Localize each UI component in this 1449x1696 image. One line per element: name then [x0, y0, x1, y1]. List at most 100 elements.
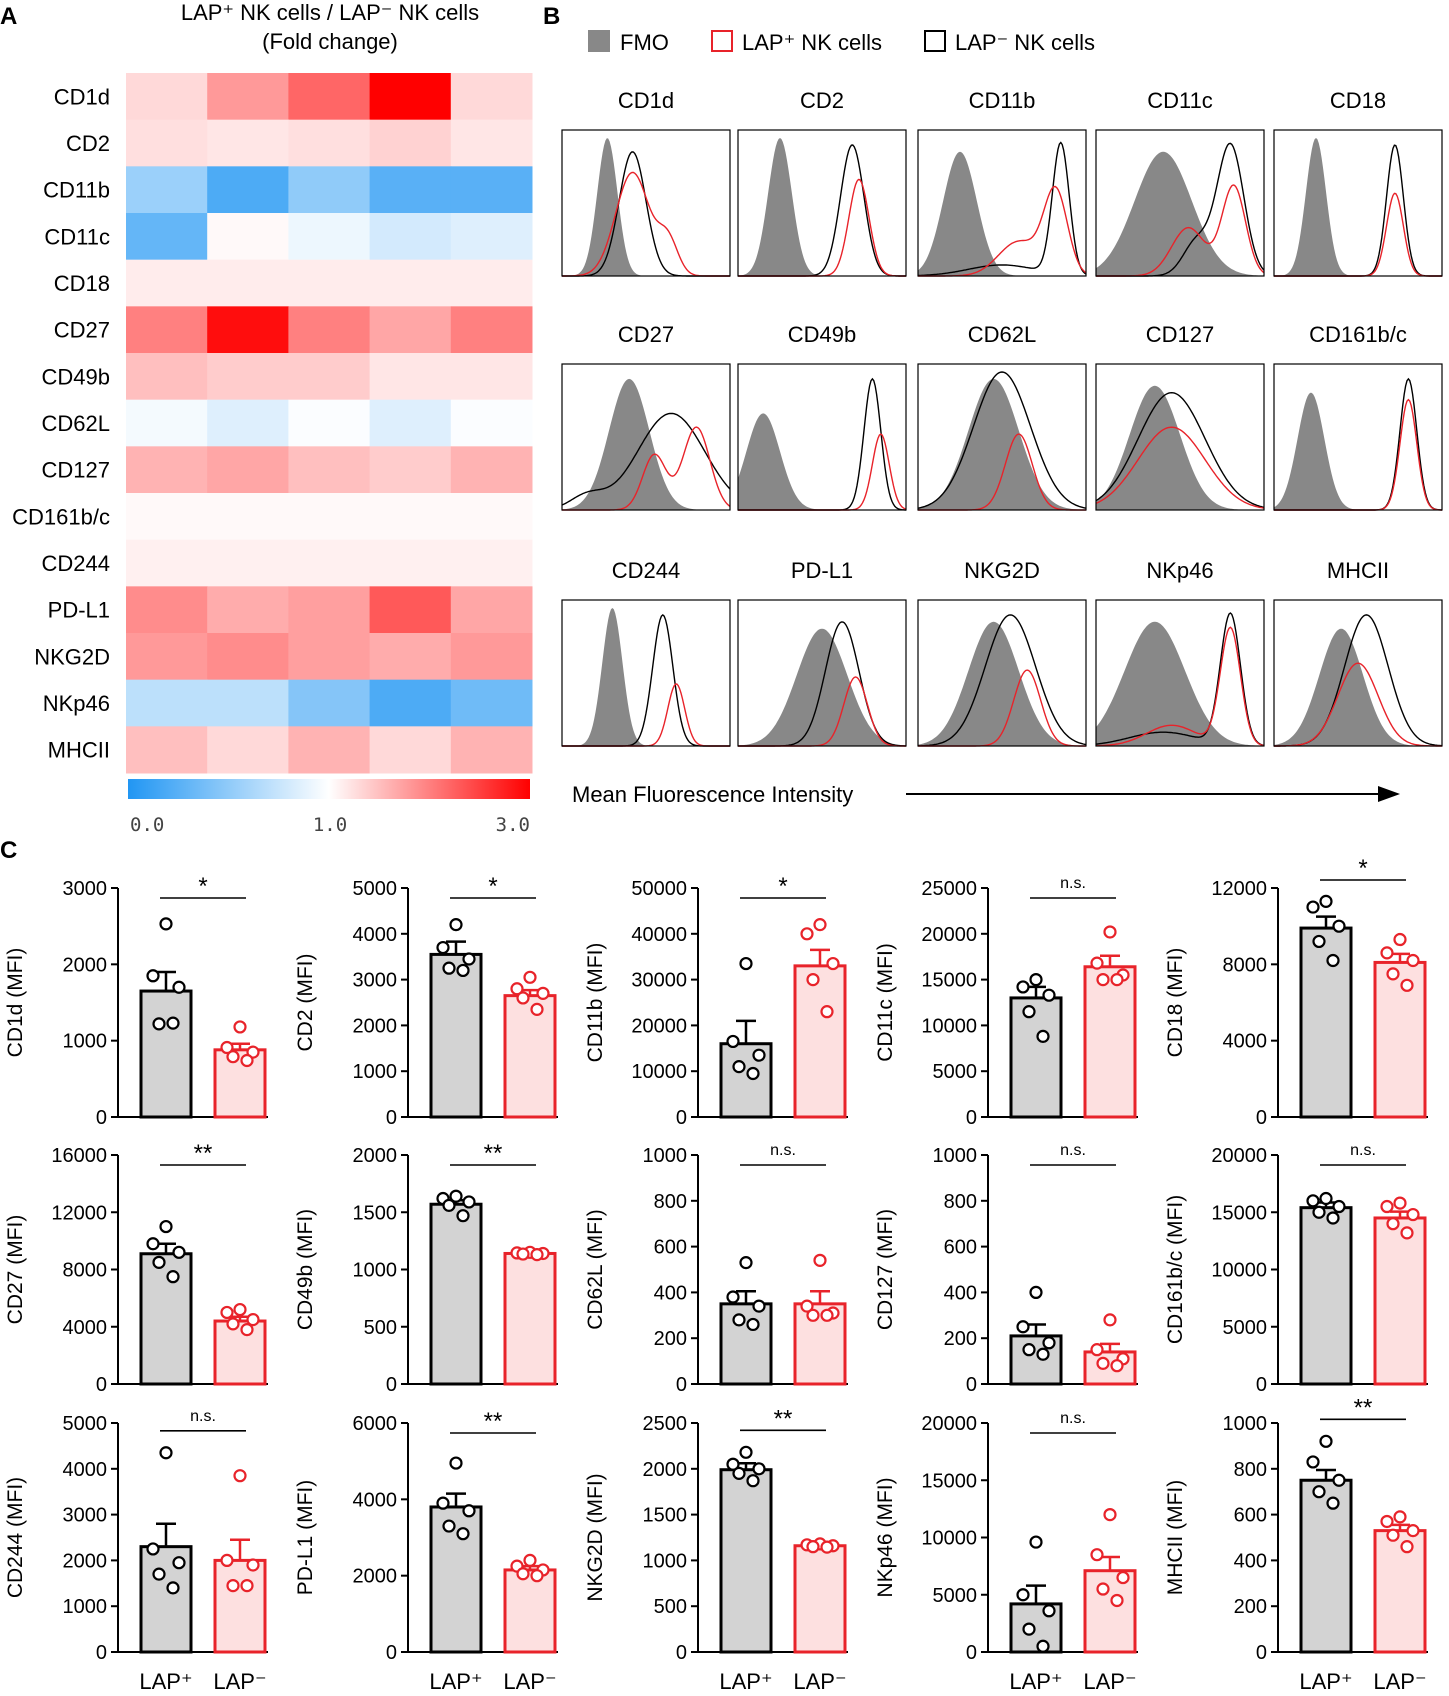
histogram-title-nkg2d: NKG2D: [964, 558, 1040, 583]
y-tick-label-pd-l1-1: 2000: [353, 1566, 398, 1588]
heatmap-row-label-cd27: CD27: [54, 318, 110, 343]
legend-lap-pos-label: LAP⁺ NK cells: [742, 30, 882, 55]
data-point-lap-pos-cd49b-1: [449, 1189, 463, 1203]
histogram-fmo-cd62l: [918, 378, 1086, 510]
histogram-frame-mhcii: [1273, 599, 1443, 747]
heatmap-row-label-pd-l1: PD-L1: [48, 598, 110, 623]
y-tick-label-cd62l-5: 1000: [643, 1145, 688, 1167]
heatmap-cell-cd244-5: [450, 539, 533, 587]
data-point-lap-pos-mhcii-5: [1326, 1496, 1340, 1510]
bar-lap-pos-cd161b-c: [1299, 1206, 1353, 1386]
data-point-lap-pos-cd1d-2: [146, 969, 160, 983]
data-point-lap-pos-cd244-4: [152, 1567, 166, 1581]
data-point-lap-pos-nkg2d-1: [739, 1445, 753, 1459]
histogram-lap-neg-nkg2d: [918, 614, 1087, 747]
data-point-lap-pos-nkp46-5: [1036, 1639, 1050, 1653]
y-tick-label-cd27-2: 8000: [63, 1260, 108, 1282]
heatmap-cell-mhcii-4: [369, 726, 452, 774]
heatmap-cell-cd18-5: [450, 259, 533, 307]
y-tick-label-cd11c-1: 5000: [933, 1061, 978, 1083]
data-point-lap-neg-cd27-2: [220, 1305, 234, 1320]
histogram-fmo-cd127: [1096, 385, 1264, 510]
data-point-lap-neg-pd-l1-1: [523, 1553, 537, 1568]
histogram-frame-pd-l1: [737, 599, 907, 747]
significance-label-cd11b: *: [778, 873, 787, 900]
data-point-lap-pos-cd27-1: [159, 1219, 173, 1234]
y-tick-label-cd11b-2: 20000: [631, 1015, 687, 1037]
histogram-frame-cd62l: [917, 363, 1087, 511]
data-point-lap-pos-nkg2d-3: [752, 1462, 766, 1476]
heatmap-cell-cd11c-2: [207, 213, 289, 261]
significance-label-cd18: *: [1358, 855, 1367, 882]
histogram-fmo-nkg2d: [918, 621, 1086, 746]
y-tick-label-cd127-0: 0: [966, 1374, 977, 1396]
data-point-lap-neg-mhcii-5: [1400, 1540, 1414, 1554]
data-point-lap-pos-cd11b-2: [726, 1034, 740, 1049]
heatmap-cell-cd11b-2: [207, 166, 289, 214]
y-tick-label-cd2-2: 2000: [353, 1015, 398, 1037]
y-tick-label-nkp46-3: 15000: [921, 1470, 977, 1492]
y-tick-label-nkg2d-3: 1500: [643, 1505, 688, 1527]
y-axis-label-cd49b: CD49b (MFI): [294, 1209, 317, 1330]
y-tick-label-cd49b-1: 500: [364, 1317, 397, 1339]
data-point-lap-neg-cd2-4: [516, 991, 530, 1005]
histogram-fmo-cd49b: [738, 413, 906, 510]
colorbar-label-max: 3.0: [496, 814, 530, 836]
data-point-lap-pos-cd244-5: [166, 1581, 180, 1595]
significance-label-cd2: *: [488, 873, 497, 900]
histogram-title-cd11b: CD11b: [969, 88, 1036, 113]
heatmap-cell-mhcii-1: [126, 726, 208, 774]
y-axis-label-pd-l1: PD-L1 (MFI): [294, 1480, 317, 1596]
bar-lap-pos-cd27: [139, 1252, 193, 1386]
y-tick-label-cd49b-2: 1000: [353, 1260, 398, 1282]
data-point-lap-neg-cd11c-1: [1103, 925, 1117, 939]
y-axis-label-cd11c: CD11c (MFI): [874, 943, 897, 1062]
y-tick-label-cd18-2: 8000: [1223, 954, 1268, 976]
data-point-lap-pos-cd49b-4: [442, 1198, 456, 1212]
data-point-lap-pos-pd-l1-2: [436, 1496, 450, 1510]
y-tick-label-cd62l-3: 600: [654, 1237, 687, 1259]
panel-label-b: B: [543, 3, 560, 30]
heatmap-row-label-cd161b-c: CD161b/c: [12, 504, 110, 529]
data-point-lap-neg-cd127-4: [1096, 1356, 1110, 1370]
y-tick-label-cd127-5: 1000: [933, 1145, 978, 1167]
data-point-lap-neg-nkg2d-5: [820, 1540, 834, 1554]
bar-lap-neg-cd244: [213, 1558, 267, 1654]
y-tick-label-cd11b-0: 0: [676, 1107, 687, 1129]
data-point-lap-pos-nkg2d-4: [732, 1466, 746, 1480]
data-point-lap-neg-cd18-4: [1386, 967, 1400, 981]
heatmap-row-label-nkg2d: NKG2D: [34, 644, 110, 669]
heatmap-cell-cd2-4: [369, 119, 452, 167]
heatmap-row-label-cd1d: CD1d: [54, 84, 110, 109]
significance-label-cd161b-c: n.s.: [1350, 1142, 1376, 1159]
heatmap-cell-cd11c-1: [126, 213, 208, 261]
y-tick-label-cd11b-5: 50000: [631, 878, 687, 900]
panel-label-a: A: [0, 3, 17, 30]
histogram-fmo-cd27: [562, 378, 730, 510]
y-tick-label-cd1d-1: 1000: [63, 1031, 108, 1053]
histogram-fmo-cd18: [1274, 138, 1442, 276]
y-tick-label-cd11c-0: 0: [966, 1107, 977, 1129]
y-tick-label-mhcii-2: 400: [1234, 1550, 1267, 1572]
bar-lap-pos-cd2: [429, 952, 483, 1119]
y-tick-label-cd161b-c-4: 20000: [1211, 1145, 1267, 1167]
data-point-lap-neg-cd2-5: [530, 1002, 544, 1016]
heatmap-cell-cd11b-4: [369, 166, 452, 214]
y-tick-label-cd62l-1: 200: [654, 1328, 687, 1350]
data-point-lap-pos-cd18-3: [1332, 919, 1346, 933]
heatmap-cell-cd1d-4: [369, 73, 452, 121]
data-point-lap-neg-cd49b-4: [516, 1247, 530, 1261]
data-point-lap-pos-cd127-4: [1022, 1343, 1036, 1357]
y-tick-label-pd-l1-2: 4000: [353, 1489, 398, 1511]
heatmap-cell-nkg2d-4: [369, 633, 452, 681]
bar-lap-neg-cd11c: [1083, 965, 1137, 1119]
y-tick-label-cd62l-0: 0: [676, 1374, 687, 1396]
data-point-lap-neg-pd-l1-4: [516, 1567, 530, 1581]
data-point-lap-neg-cd62l-5: [820, 1308, 834, 1322]
data-point-lap-neg-cd27-5: [240, 1323, 254, 1337]
data-point-lap-neg-cd1d-5: [240, 1053, 254, 1068]
y-tick-label-cd49b-4: 2000: [353, 1145, 398, 1167]
y-tick-label-mhcii-4: 800: [1234, 1459, 1267, 1481]
y-tick-label-cd11c-3: 15000: [921, 970, 977, 992]
data-point-lap-pos-cd127-3: [1042, 1336, 1056, 1350]
